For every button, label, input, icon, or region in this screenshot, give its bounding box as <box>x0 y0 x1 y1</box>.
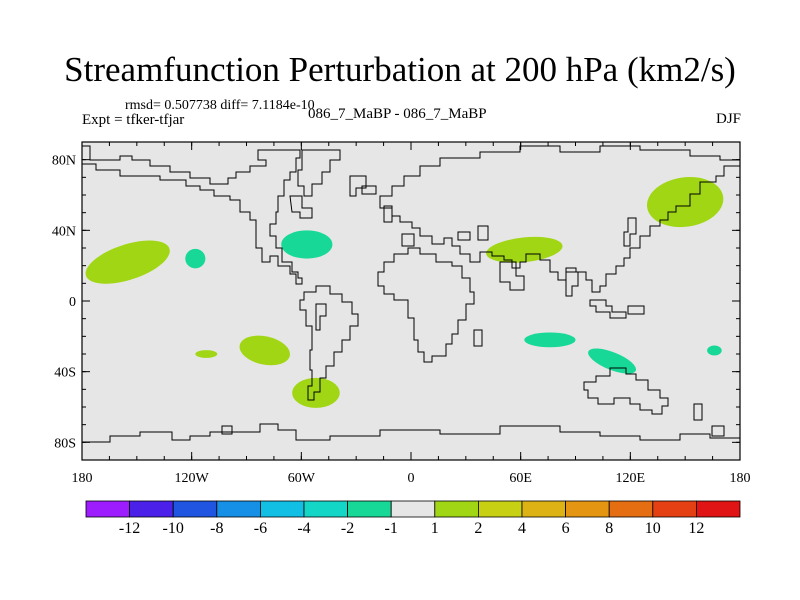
anomaly-region-5 <box>195 350 218 358</box>
new-zealand-coast <box>693 403 703 421</box>
caribbean-coast <box>315 303 327 331</box>
lat-tick-label-2: 0 <box>69 295 76 310</box>
greenland-coast <box>297 149 341 197</box>
anomaly-region-3 <box>486 236 563 263</box>
colorbar-box-12 <box>608 500 654 518</box>
plot-title: Streamfunction Perturbation at 200 hPa (… <box>64 50 736 89</box>
maritime-continent-coast <box>589 299 627 319</box>
axis-ticks: 80N 40N 0 40S 80S 180 120W 60W 0 60E 120E 180 <box>52 142 751 486</box>
lat-tick-label-0: 80N <box>52 154 76 169</box>
mediterranean-island-coast <box>401 233 415 247</box>
experiment-label: Expt = tfker-tfjar <box>82 112 185 128</box>
colorbar-box-11 <box>565 500 610 518</box>
colorbar-box-7 <box>390 500 436 518</box>
africa-coast <box>377 247 475 363</box>
map-background <box>82 142 740 460</box>
anomaly-region-6 <box>239 335 290 366</box>
colorbar-box-9 <box>477 500 523 518</box>
anomaly-region-1 <box>185 248 206 269</box>
colorbar-box-2 <box>172 500 218 518</box>
plot-subtitle: 086_7_MaBP - 086_7_MaBP <box>308 106 487 122</box>
colorbar-box-6 <box>347 500 392 518</box>
colorbar: -12 -10 -8 -6 -4 -2 -1 1 2 4 6 8 10 12 <box>85 500 741 537</box>
lat-tick-label-3: 40S <box>54 366 76 381</box>
anomaly-region-7 <box>292 377 340 408</box>
lon-tick-label-0: 180 <box>72 471 93 486</box>
colorbar-label-11: 8 <box>605 520 613 537</box>
colorbar-label-9: 4 <box>518 520 526 537</box>
newfoundland-coast <box>349 175 367 197</box>
lat-tick-label-4: 80S <box>54 436 76 451</box>
colorbar-label-4: -4 <box>297 520 310 537</box>
anomaly-region-4 <box>647 176 724 228</box>
stats-line: rmsd= 0.507738 diff= 7.1184e-10 <box>125 98 315 113</box>
arabia-coast <box>499 261 525 291</box>
colorbar-label-2: -8 <box>210 520 223 537</box>
colorbar-box-14 <box>696 500 741 518</box>
eurasia-coast <box>379 145 740 293</box>
colorbar-box-13 <box>652 500 697 518</box>
india-coast <box>565 271 579 297</box>
labrador-coast <box>289 195 313 219</box>
australia-coast <box>583 367 669 415</box>
antarctica-coast <box>82 423 740 443</box>
colorbar-label-10: 6 <box>562 520 570 537</box>
japan-coast <box>623 217 637 247</box>
lon-tick-label-3: 0 <box>408 471 415 486</box>
colorbar-label-8: 2 <box>474 520 482 537</box>
lon-tick-label-2: 60W <box>288 471 316 486</box>
colorbar-box-3 <box>216 500 261 518</box>
south-america-coast <box>299 285 359 401</box>
colorbar-label-6: -1 <box>385 520 398 537</box>
anomaly-region-0 <box>85 240 170 284</box>
colorbar-label-13: 12 <box>688 520 704 537</box>
colorbar-label-12: 10 <box>645 520 661 537</box>
colorbar-box-8 <box>434 500 479 518</box>
black-sea-coast <box>457 231 471 241</box>
lon-tick-label-4: 60E <box>509 471 532 486</box>
colorbar-label-3: -6 <box>254 520 267 537</box>
lon-tick-label-1: 120W <box>175 471 210 486</box>
iceland-coast <box>361 185 377 195</box>
lon-tick-label-5: 120E <box>616 471 646 486</box>
north-america-coast <box>82 145 303 285</box>
anomaly-region-8 <box>524 332 576 348</box>
colorbar-label-5: -2 <box>341 520 354 537</box>
lat-tick-label-1: 40N <box>52 224 76 239</box>
colorbar-label-0: -12 <box>119 520 140 537</box>
colorbar-box-1 <box>129 500 174 518</box>
lon-tick-label-6: 180 <box>730 471 751 486</box>
colorbar-box-5 <box>303 500 348 518</box>
new-guinea-coast <box>627 305 645 315</box>
colorbar-box-0 <box>85 500 130 518</box>
season-label: DJF <box>715 111 741 127</box>
anomaly-regions <box>85 176 724 408</box>
ross-island-coast <box>711 425 725 437</box>
antarctic-island-coast <box>221 425 233 435</box>
anomaly-region-2 <box>281 230 333 259</box>
coastlines <box>82 145 740 443</box>
anomaly-region-10 <box>707 345 722 356</box>
colorbar-box-4 <box>259 500 305 518</box>
caspian-sea-coast <box>477 225 489 241</box>
british-isles-coast <box>383 205 393 223</box>
colorbar-label-1: -10 <box>163 520 184 537</box>
anomaly-region-9 <box>588 348 637 374</box>
colorbar-box-10 <box>521 500 566 518</box>
colorbar-label-7: 1 <box>431 520 439 537</box>
madagascar-coast <box>473 329 483 347</box>
